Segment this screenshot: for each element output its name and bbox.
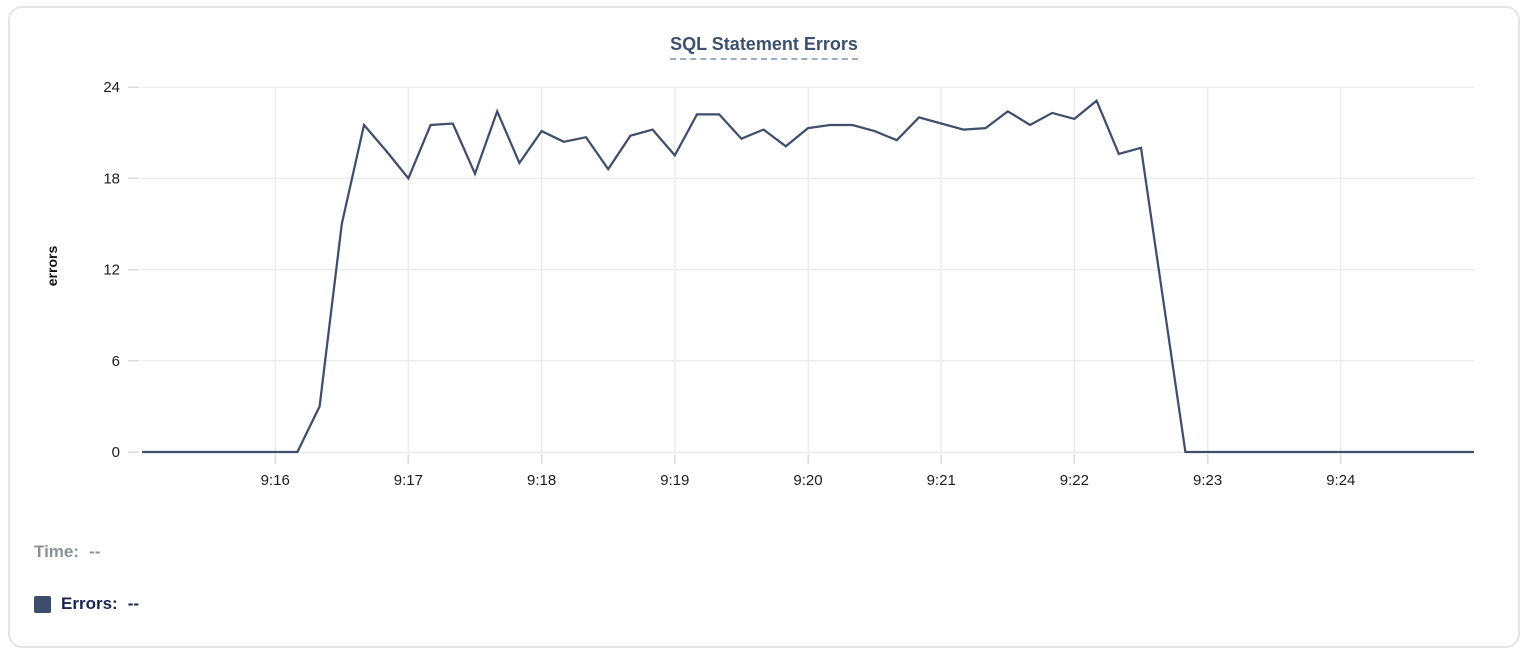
- x-tick-label: 9:18: [527, 472, 556, 489]
- time-label: Time:: [34, 542, 80, 561]
- chart-card: SQL Statement Errors errors 0 6 12 18 24 9:16…: [8, 6, 1520, 648]
- chart-title[interactable]: SQL Statement Errors: [670, 34, 858, 60]
- y-tick-label: 0: [112, 444, 120, 461]
- y-tick-label: 6: [112, 353, 120, 370]
- x-tick-label: 9:21: [927, 472, 956, 489]
- x-tick-label: 9:23: [1193, 472, 1222, 489]
- legend-item-errors[interactable]: Errors: --: [34, 594, 139, 614]
- y-tick-label: 24: [103, 79, 120, 96]
- x-tick-label: 9:20: [793, 472, 822, 489]
- errors-series-swatch[interactable]: [34, 595, 51, 613]
- line-chart-plot-area[interactable]: 0 6 12 18 24 9:16 9:17 9:18 9:19 9:20 9:21 9:22 9:23…: [10, 8, 1520, 508]
- x-tick-label: 9:19: [660, 472, 689, 489]
- x-tick-label: 9:16: [261, 472, 290, 489]
- x-tick-label: 9:22: [1060, 472, 1089, 489]
- hover-readout-time: Time: --: [34, 542, 100, 562]
- x-tick-label: 9:24: [1326, 472, 1355, 489]
- errors-series-line: [142, 98, 1474, 454]
- errors-label: Errors:: [61, 594, 118, 613]
- errors-value: --: [127, 594, 140, 613]
- y-tick-label: 12: [103, 262, 120, 279]
- chart-header: SQL Statement Errors: [10, 34, 1518, 60]
- y-tick-label: 18: [103, 170, 120, 187]
- time-value: --: [89, 542, 101, 561]
- x-tick-label: 9:17: [394, 472, 423, 489]
